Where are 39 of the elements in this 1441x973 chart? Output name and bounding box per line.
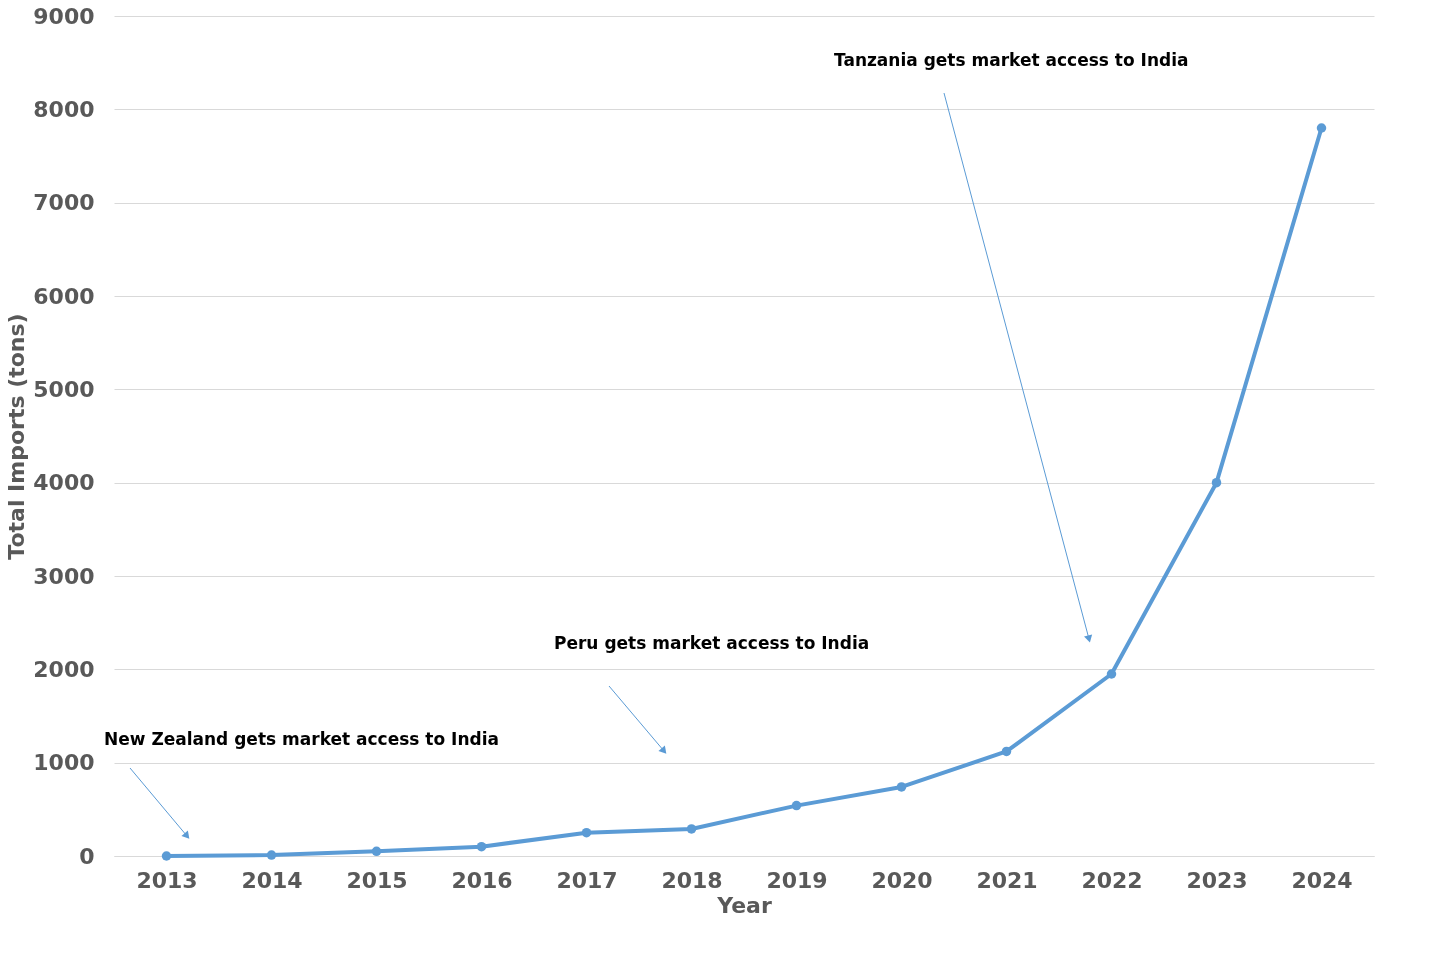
- point: [371, 846, 382, 857]
- point: [581, 827, 592, 838]
- x-tick-label: 2023: [1186, 867, 1248, 893]
- x-tick-label: 2018: [661, 867, 723, 893]
- x-tick-label: 2021: [976, 867, 1038, 893]
- annotation: Tanzania gets market access to India: [834, 50, 1189, 70]
- y-tick-label: 1000: [33, 750, 95, 776]
- annotation: New Zealand gets market access to India: [104, 729, 499, 749]
- x-tick-label: 2024: [1291, 867, 1353, 893]
- x-tick-label: 2022: [1081, 867, 1143, 893]
- y-tick-label: 6000: [33, 283, 95, 309]
- point: [791, 800, 802, 811]
- point: [161, 851, 172, 861]
- y-tick-label: 0: [79, 843, 95, 869]
- x-axis-title: Year: [716, 892, 772, 918]
- y-tick-label: 2000: [33, 656, 95, 682]
- annotation: Peru gets market access to India: [554, 633, 870, 653]
- point: [686, 824, 697, 834]
- point: [1001, 746, 1012, 757]
- x-tick-label: 2013: [136, 867, 198, 893]
- point: [1106, 669, 1117, 679]
- x-tick-label: 2015: [346, 867, 408, 893]
- x-tick-label: 2014: [241, 867, 303, 893]
- y-tick-label: 3000: [33, 563, 95, 589]
- y-axis-title: Total Imports (tons): [4, 313, 30, 560]
- y-tick-label: 9000: [33, 3, 95, 29]
- y-tick-label: 5000: [33, 376, 95, 402]
- point: [896, 782, 907, 792]
- y-tick-label: 7000: [33, 190, 95, 216]
- y-tick-label: 4000: [33, 470, 95, 496]
- x-tick-label: 2017: [556, 867, 618, 893]
- point: [266, 850, 277, 860]
- y-tick-label: 8000: [33, 96, 95, 122]
- point: [1211, 477, 1222, 488]
- point: [476, 841, 487, 852]
- x-tick-label: 2016: [451, 867, 513, 893]
- x-tick-label: 2020: [871, 867, 933, 893]
- point: [1316, 123, 1327, 133]
- x-tick-label: 2019: [766, 867, 828, 893]
